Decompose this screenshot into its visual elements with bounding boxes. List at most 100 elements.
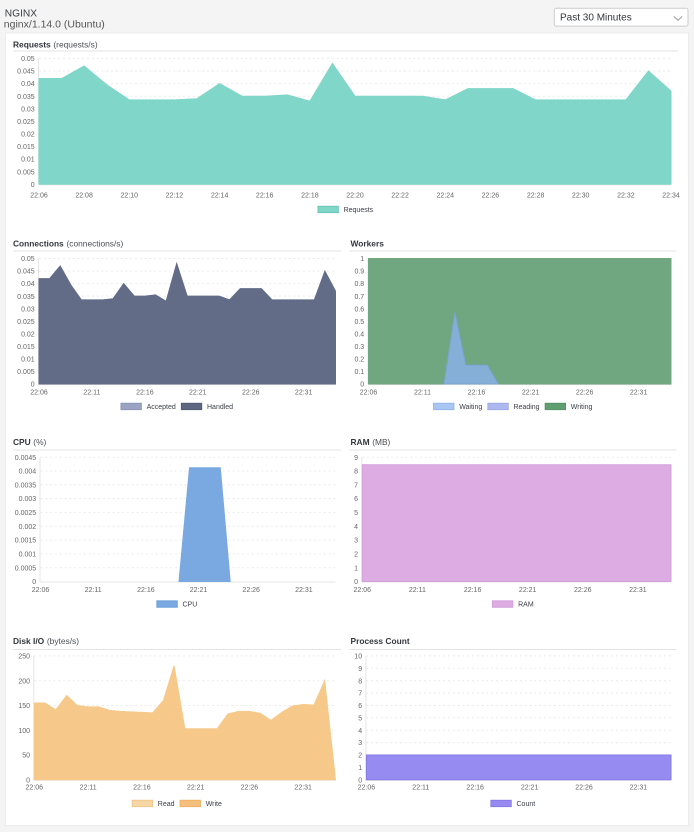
svg-text:22:31: 22:31 — [630, 389, 648, 396]
svg-text:22:11: 22:11 — [83, 389, 100, 396]
svg-text:22:21: 22:21 — [187, 784, 205, 791]
svg-text:Requests: Requests — [344, 207, 374, 214]
svg-text:9: 9 — [354, 455, 358, 462]
svg-text:NGINX: NGINX — [5, 9, 37, 20]
svg-text:0.015: 0.015 — [17, 144, 35, 151]
svg-text:0.03: 0.03 — [21, 306, 35, 313]
svg-text:Writing: Writing — [571, 404, 593, 411]
svg-text:Count: Count — [517, 801, 536, 808]
svg-text:22:16: 22:16 — [256, 193, 274, 200]
svg-text:4: 4 — [354, 524, 358, 531]
svg-text:0.03: 0.03 — [21, 106, 35, 113]
svg-text:3: 3 — [358, 740, 362, 747]
svg-text:10: 10 — [354, 654, 362, 661]
svg-text:(bytes/s): (bytes/s) — [47, 636, 79, 646]
svg-text:4: 4 — [358, 728, 362, 735]
svg-text:0.003: 0.003 — [19, 496, 37, 503]
svg-text:0.2: 0.2 — [354, 357, 364, 364]
svg-text:1: 1 — [354, 565, 358, 572]
svg-text:(%): (%) — [33, 437, 46, 447]
svg-text:0.1: 0.1 — [354, 369, 364, 376]
svg-text:22:20: 22:20 — [346, 193, 364, 200]
svg-text:22:11: 22:11 — [80, 784, 97, 791]
svg-text:250: 250 — [18, 654, 30, 661]
svg-text:150: 150 — [18, 703, 30, 710]
svg-text:0.035: 0.035 — [17, 294, 35, 301]
svg-text:7: 7 — [354, 482, 358, 489]
svg-text:22:26: 22:26 — [242, 587, 260, 594]
svg-text:22:21: 22:21 — [190, 587, 208, 594]
svg-text:22:06: 22:06 — [30, 193, 48, 200]
svg-text:0.025: 0.025 — [17, 119, 35, 126]
svg-text:0.045: 0.045 — [17, 269, 35, 276]
svg-text:0.004: 0.004 — [19, 469, 37, 476]
svg-text:6: 6 — [358, 703, 362, 710]
svg-text:0.5: 0.5 — [354, 319, 364, 326]
svg-text:22:31: 22:31 — [295, 389, 313, 396]
svg-text:8: 8 — [358, 678, 362, 685]
svg-text:22:21: 22:21 — [521, 784, 539, 791]
svg-text:22:06: 22:06 — [358, 784, 376, 791]
svg-text:1: 1 — [358, 765, 362, 772]
svg-text:0.05: 0.05 — [21, 256, 35, 263]
svg-text:0.4: 0.4 — [354, 331, 364, 338]
svg-text:22:11: 22:11 — [85, 587, 102, 594]
svg-text:22:06: 22:06 — [30, 389, 48, 396]
svg-text:5: 5 — [358, 715, 362, 722]
svg-text:0: 0 — [26, 777, 30, 784]
svg-text:0.6: 0.6 — [354, 306, 364, 313]
svg-text:22:30: 22:30 — [572, 193, 590, 200]
svg-text:22:16: 22:16 — [468, 389, 486, 396]
svg-text:0.035: 0.035 — [17, 94, 35, 101]
svg-text:22:06: 22:06 — [26, 784, 44, 791]
svg-text:2: 2 — [354, 552, 358, 559]
svg-text:22:21: 22:21 — [522, 389, 540, 396]
svg-text:22:11: 22:11 — [409, 587, 426, 594]
svg-text:22:34: 22:34 — [662, 193, 680, 200]
svg-text:0.9: 0.9 — [354, 269, 364, 276]
svg-text:22:21: 22:21 — [519, 587, 537, 594]
svg-text:Waiting: Waiting — [459, 404, 482, 411]
svg-text:0.002: 0.002 — [19, 524, 37, 531]
svg-text:0.8: 0.8 — [354, 281, 364, 288]
svg-text:22:22: 22:22 — [391, 193, 409, 200]
svg-text:22:26: 22:26 — [575, 784, 593, 791]
svg-text:22:21: 22:21 — [189, 389, 207, 396]
svg-text:0.025: 0.025 — [17, 319, 35, 326]
svg-text:22:06: 22:06 — [32, 587, 50, 594]
svg-text:Handled: Handled — [207, 404, 233, 411]
svg-text:22:16: 22:16 — [133, 784, 151, 791]
svg-text:0.0045: 0.0045 — [15, 455, 37, 462]
svg-text:0.01: 0.01 — [21, 357, 35, 364]
svg-text:22:24: 22:24 — [437, 193, 455, 200]
svg-text:Process Count: Process Count — [351, 636, 410, 646]
svg-text:0.0025: 0.0025 — [15, 510, 37, 517]
svg-text:Disk I/O: Disk I/O — [13, 636, 45, 646]
svg-text:Write: Write — [206, 801, 222, 808]
svg-text:22:32: 22:32 — [617, 193, 635, 200]
svg-text:Workers: Workers — [351, 238, 385, 248]
svg-text:0.001: 0.001 — [19, 552, 37, 559]
svg-text:22:11: 22:11 — [414, 389, 431, 396]
svg-text:22:26: 22:26 — [241, 784, 259, 791]
svg-text:22:16: 22:16 — [137, 587, 155, 594]
svg-text:1: 1 — [360, 256, 364, 263]
svg-text:22:26: 22:26 — [482, 193, 500, 200]
svg-text:0: 0 — [360, 382, 364, 389]
svg-text:0: 0 — [354, 579, 358, 586]
svg-text:0.0015: 0.0015 — [15, 538, 37, 545]
svg-text:22:14: 22:14 — [211, 193, 229, 200]
svg-text:9: 9 — [358, 666, 362, 673]
svg-text:0: 0 — [358, 777, 362, 784]
svg-text:100: 100 — [18, 728, 30, 735]
svg-text:0.01: 0.01 — [21, 157, 35, 164]
svg-text:6: 6 — [354, 496, 358, 503]
svg-text:Requests: Requests — [13, 39, 51, 49]
svg-text:CPU: CPU — [13, 437, 31, 447]
svg-text:7: 7 — [358, 691, 362, 698]
svg-text:50: 50 — [22, 753, 30, 760]
svg-text:(MB): (MB) — [372, 437, 390, 447]
svg-text:22:31: 22:31 — [295, 587, 313, 594]
svg-text:22:31: 22:31 — [629, 587, 647, 594]
svg-text:5: 5 — [354, 510, 358, 517]
